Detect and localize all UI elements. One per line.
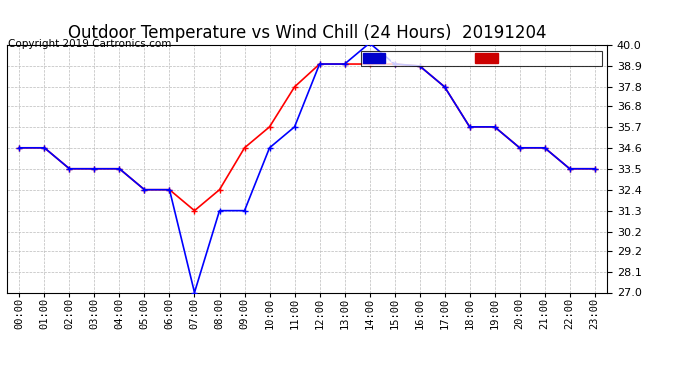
Title: Outdoor Temperature vs Wind Chill (24 Hours)  20191204: Outdoor Temperature vs Wind Chill (24 Ho… [68, 24, 546, 42]
Legend: Wind Chill  (°F), Temperature  (°F): Wind Chill (°F), Temperature (°F) [361, 51, 602, 66]
Text: Copyright 2019 Cartronics.com: Copyright 2019 Cartronics.com [8, 39, 172, 50]
